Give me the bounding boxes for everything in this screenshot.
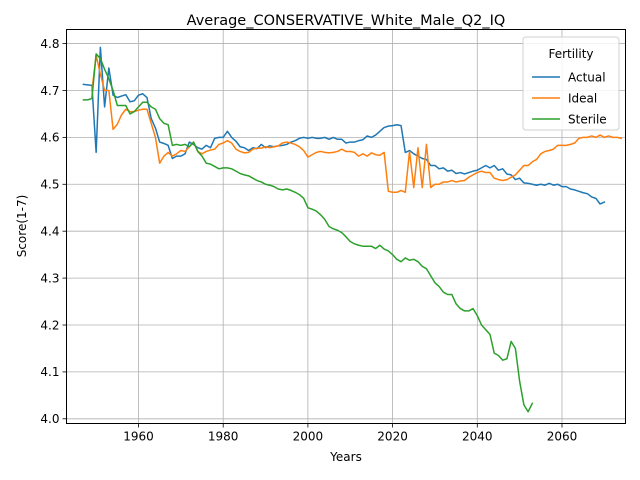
series-line-actual (82, 46, 606, 205)
y-tick-label: 4.7 (40, 84, 59, 98)
x-tick-label: 2040 (462, 430, 493, 444)
plot-frame (66, 29, 626, 424)
chart-title: Average_CONSERVATIVE_White_Male_Q2_IQ (187, 13, 506, 29)
y-tick-label: 4.3 (40, 271, 59, 285)
legend-items: Actual Ideal Sterile (532, 70, 607, 126)
y-axis-label: Score(1-7) (15, 195, 29, 258)
x-axis-ticks: 1960 1980 2000 2020 2040 2060 (123, 423, 578, 444)
x-tick-label: 1960 (123, 430, 154, 444)
legend: Fertility Actual Ideal Sterile (522, 36, 620, 131)
y-tick-label: 4.4 (40, 224, 59, 238)
y-tick-label: 4.2 (40, 318, 59, 332)
series-lines (82, 46, 623, 413)
series-line-ideal (91, 54, 623, 194)
y-tick-label: 4.0 (40, 412, 59, 426)
y-axis-ticks: 4.0 4.1 4.2 4.3 4.4 4.5 4.6 4.7 4.8 (40, 37, 67, 426)
x-tick-label: 2060 (547, 430, 578, 444)
legend-title: Fertility (548, 47, 593, 61)
x-axis-label: Years (329, 450, 362, 464)
y-tick-label: 4.5 (40, 178, 59, 192)
legend-box (522, 36, 620, 131)
series-line-sterile (82, 53, 534, 413)
y-tick-label: 4.8 (40, 37, 59, 51)
x-tick-label: 2020 (377, 430, 408, 444)
y-tick-label: 4.6 (40, 131, 59, 145)
grid (66, 29, 626, 424)
x-tick-label: 1980 (208, 430, 239, 444)
x-tick-label: 2000 (293, 430, 324, 444)
y-tick-label: 4.1 (40, 365, 59, 379)
legend-label-sterile: Sterile (568, 112, 607, 126)
legend-label-ideal: Ideal (568, 91, 597, 105)
legend-label-actual: Actual (568, 70, 606, 84)
